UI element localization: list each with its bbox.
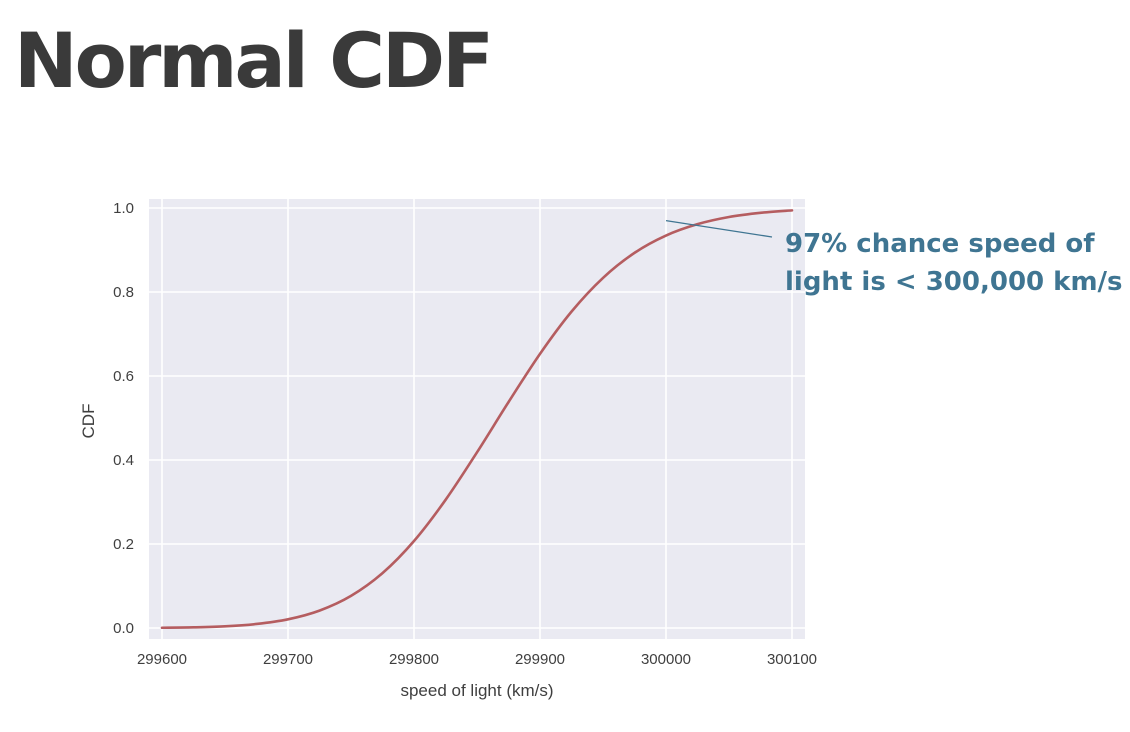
y-tick-label: 0.8 <box>113 284 134 301</box>
x-tick-label: 299900 <box>515 651 565 668</box>
x-tick-label: 299700 <box>263 651 313 668</box>
x-tick-label: 300000 <box>641 651 691 668</box>
x-tick-label: 299600 <box>137 651 187 668</box>
grid-lines <box>149 199 805 639</box>
annotation-leader-line <box>665 219 773 238</box>
cdf-curve <box>160 209 794 630</box>
x-tick-label: 299800 <box>389 651 439 668</box>
y-tick-label: 0.0 <box>113 620 134 637</box>
plot-background <box>149 199 805 639</box>
tick-labels: 299600 299700 299800 299900 300000 300100 0.0 0… <box>113 200 817 668</box>
y-tick-label: 0.4 <box>113 452 134 469</box>
annotation-line-2: light is < 300,000 km/s <box>785 267 1123 297</box>
y-axis-label: CDF <box>79 404 98 439</box>
x-axis-label: speed of light (km/s) <box>400 681 553 700</box>
slide-title: Normal CDF <box>14 16 494 105</box>
y-tick-label: 1.0 <box>113 200 134 217</box>
x-tick-label: 300100 <box>767 651 817 668</box>
y-tick-label: 0.2 <box>113 536 134 553</box>
y-tick-label: 0.6 <box>113 368 134 385</box>
annotation-line-1: 97% chance speed of <box>785 229 1095 259</box>
